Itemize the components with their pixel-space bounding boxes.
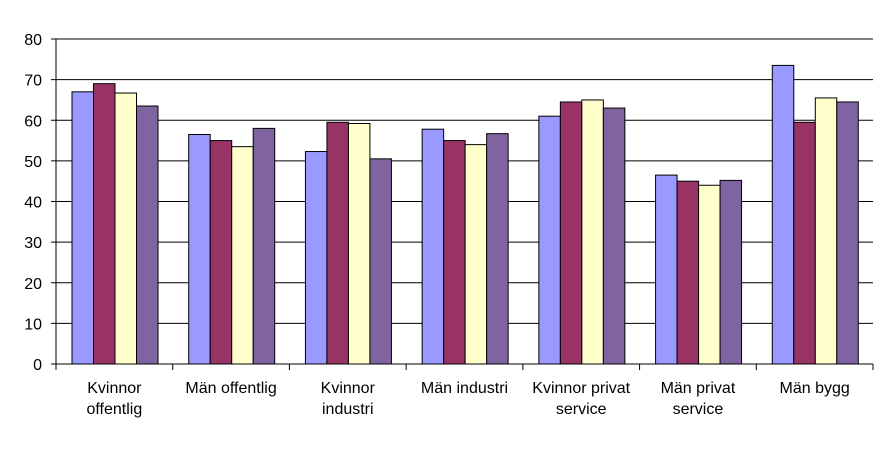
x-tick-label-line: Män privat bbox=[661, 380, 736, 397]
x-tick-label-line: Kvinnor bbox=[321, 380, 376, 397]
x-tick-label: Män privat service bbox=[661, 380, 736, 418]
bar-series-3-cat-5 bbox=[581, 99, 604, 365]
bar-series-2-cat-7 bbox=[793, 121, 816, 365]
x-tick-label-line: Män bygg bbox=[780, 380, 850, 397]
bar-series-3-cat-1 bbox=[114, 92, 137, 365]
y-tick-label: 0 bbox=[33, 357, 42, 374]
bar-series-1-cat-6 bbox=[655, 174, 678, 365]
bar-series-4-cat-4 bbox=[486, 133, 509, 365]
x-tick-label: Kvinnor privat service bbox=[532, 380, 630, 418]
y-tick-label: 50 bbox=[24, 154, 42, 171]
bar-series-1-cat-1 bbox=[71, 91, 94, 365]
x-tick-label: Kvinnor industri bbox=[321, 380, 376, 418]
bar-series-3-cat-7 bbox=[814, 97, 838, 365]
y-tick-label: 70 bbox=[24, 73, 42, 90]
bar-series-4-cat-6 bbox=[719, 179, 743, 365]
y-tick-label: 10 bbox=[24, 316, 42, 333]
bar-series-3-cat-2 bbox=[231, 146, 254, 365]
y-tick-label: 80 bbox=[24, 32, 42, 49]
x-tick-label-line: service bbox=[556, 401, 607, 418]
y-tick-label: 30 bbox=[24, 235, 42, 252]
bar-series-1-cat-4 bbox=[421, 128, 445, 365]
x-tick-label-line: offentlig bbox=[86, 401, 142, 418]
x-tick-label-line: service bbox=[673, 401, 724, 418]
bars bbox=[71, 64, 859, 365]
bar-series-4-cat-7 bbox=[836, 101, 859, 365]
bar-series-2-cat-5 bbox=[559, 101, 583, 365]
bar-series-4-cat-1 bbox=[136, 105, 159, 365]
bar-series-4-cat-5 bbox=[602, 107, 626, 365]
axes bbox=[51, 38, 874, 370]
x-tick-label: Män offentlig bbox=[185, 380, 276, 397]
x-tick-labels: Kvinnor offentlig Män offentlig Kvinnor indu… bbox=[86, 380, 849, 418]
x-tick-label-line: Kvinnor bbox=[87, 380, 142, 397]
x-tick-label: Män industri bbox=[421, 380, 508, 397]
bar-series-2-cat-4 bbox=[443, 140, 466, 365]
bar-series-1-cat-2 bbox=[188, 133, 211, 365]
bar-series-1-cat-7 bbox=[771, 64, 795, 365]
bar-series-4-cat-2 bbox=[252, 127, 276, 365]
bar-series-2-cat-3 bbox=[326, 121, 349, 365]
bar-series-3-cat-6 bbox=[698, 184, 721, 365]
bar-series-2-cat-2 bbox=[209, 140, 233, 365]
bar-series-1-cat-5 bbox=[538, 115, 561, 365]
x-tick-label: Män bygg bbox=[780, 380, 850, 397]
bar-series-2-cat-6 bbox=[676, 180, 700, 365]
x-tick-label-line: Män offentlig bbox=[185, 380, 276, 397]
x-tick-label: Kvinnor offentlig bbox=[86, 380, 142, 418]
x-tick-label-line: Kvinnor privat bbox=[532, 380, 630, 397]
x-tick-label-line: Män industri bbox=[421, 380, 508, 397]
y-tick-labels: 0 10 20 30 40 50 60 70 80 bbox=[24, 32, 42, 374]
bar-series-4-cat-3 bbox=[369, 158, 392, 365]
bar-series-3-cat-4 bbox=[464, 144, 488, 365]
bar-series-1-cat-3 bbox=[304, 151, 328, 365]
y-tick-label: 60 bbox=[24, 113, 42, 130]
y-tick-label: 40 bbox=[24, 195, 42, 212]
bar-series-3-cat-3 bbox=[347, 123, 371, 365]
bar-series-2-cat-1 bbox=[93, 83, 116, 365]
x-tick-label-line: industri bbox=[322, 401, 374, 418]
y-tick-label: 20 bbox=[24, 276, 42, 293]
